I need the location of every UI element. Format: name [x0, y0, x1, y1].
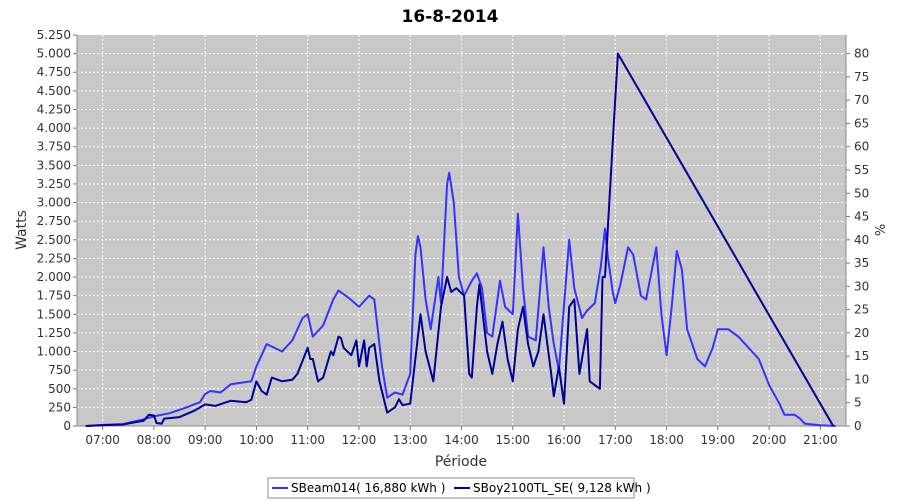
y-tick-label: 750: [48, 363, 71, 377]
y-tick-label: 0: [63, 419, 71, 433]
y2-tick-label: 45: [854, 210, 869, 224]
y-tick-label: 2.000: [37, 270, 71, 284]
y-tick-label: 3.500: [37, 158, 71, 172]
legend-label: SBeam014( 16,880 kWh ): [291, 481, 445, 495]
y-tick-label: 500: [48, 382, 71, 396]
x-tick-label: 21:00: [803, 433, 838, 447]
y-tick-label: 4.000: [37, 121, 71, 135]
y-tick-label: 5.250: [37, 28, 71, 42]
y2-tick-label: 0: [854, 419, 862, 433]
x-axis-label: Période: [435, 454, 487, 470]
y-tick-label: 3.750: [37, 140, 71, 154]
x-tick-label: 13:00: [393, 433, 428, 447]
y2-tick-label: 10: [854, 372, 869, 386]
y2-tick-label: 25: [854, 303, 869, 317]
y2-tick-label: 5: [854, 396, 862, 410]
x-tick-label: 09:00: [188, 433, 223, 447]
y-axis-right: 0 5 10 15 20 25 30 35 40 45 50 55 60 65 70 75 80: [845, 35, 869, 433]
series-line-1: [85, 171, 836, 427]
chart-title: 16-8-2014: [402, 7, 499, 27]
y-axis-left: 0 250 500 750 1.000 1.250 1.500 1.750 2.000 2.250…: [37, 28, 78, 433]
y2-tick-label: 20: [854, 326, 869, 340]
y-tick-label: 1.000: [37, 345, 71, 359]
x-tick-label: 08:00: [137, 433, 172, 447]
y2-tick-label: 65: [854, 116, 869, 130]
y-tick-label: 3.250: [37, 177, 71, 191]
y-tick-label: 2.500: [37, 233, 71, 247]
y-tick-label: 250: [48, 400, 71, 414]
y2-tick-label: 70: [854, 93, 869, 107]
y2-tick-label: 40: [854, 233, 869, 247]
x-axis: 07:00 08:00 09:00 10:00 11:00 12:00 13:00 14:00…: [77, 425, 846, 447]
y-tick-label: 1.750: [37, 289, 71, 303]
grid: [77, 35, 846, 426]
x-tick-label: 11:00: [290, 433, 325, 447]
y-tick-label: 1.500: [37, 307, 71, 321]
y2-tick-label: 35: [854, 256, 869, 270]
series-line-2: [85, 52, 835, 427]
y2-axis-label: %: [874, 224, 889, 236]
y-tick-label: 2.750: [37, 214, 71, 228]
y2-tick-label: 50: [854, 186, 869, 200]
x-tick-label: 15:00: [495, 433, 530, 447]
x-tick-label: 14:00: [444, 433, 479, 447]
legend: SBeam014( 16,880 kWh ) SBoy2100TL_SE( 9,1…: [267, 477, 651, 499]
y-tick-label: 4.250: [37, 102, 71, 116]
legend-label: SBoy2100TL_SE( 9,128 kWh ): [473, 481, 651, 495]
x-tick-label: 17:00: [598, 433, 633, 447]
x-tick-label: 19:00: [701, 433, 736, 447]
x-tick-label: 16:00: [547, 433, 582, 447]
y-tick-label: 2.250: [37, 251, 71, 265]
y-axis-label: Watts: [14, 210, 30, 250]
series-layer: [85, 52, 836, 427]
y2-tick-label: 60: [854, 140, 869, 154]
x-tick-label: 18:00: [649, 433, 684, 447]
x-tick-label: 12:00: [342, 433, 377, 447]
legend-box: [267, 477, 635, 499]
x-tick-label: 07:00: [85, 433, 120, 447]
y-tick-label: 4.500: [37, 84, 71, 98]
y-tick-label: 4.750: [37, 65, 71, 79]
y-tick-label: 1.250: [37, 326, 71, 340]
y2-tick-label: 15: [854, 349, 869, 363]
y2-tick-label: 80: [854, 47, 869, 61]
x-tick-label: 20:00: [752, 433, 787, 447]
x-tick-label: 10:00: [239, 433, 274, 447]
y2-tick-label: 55: [854, 163, 869, 177]
y-tick-label: 5.000: [37, 47, 71, 61]
y2-tick-label: 75: [854, 70, 869, 84]
y2-tick-label: 30: [854, 279, 869, 293]
y-tick-label: 3.000: [37, 196, 71, 210]
